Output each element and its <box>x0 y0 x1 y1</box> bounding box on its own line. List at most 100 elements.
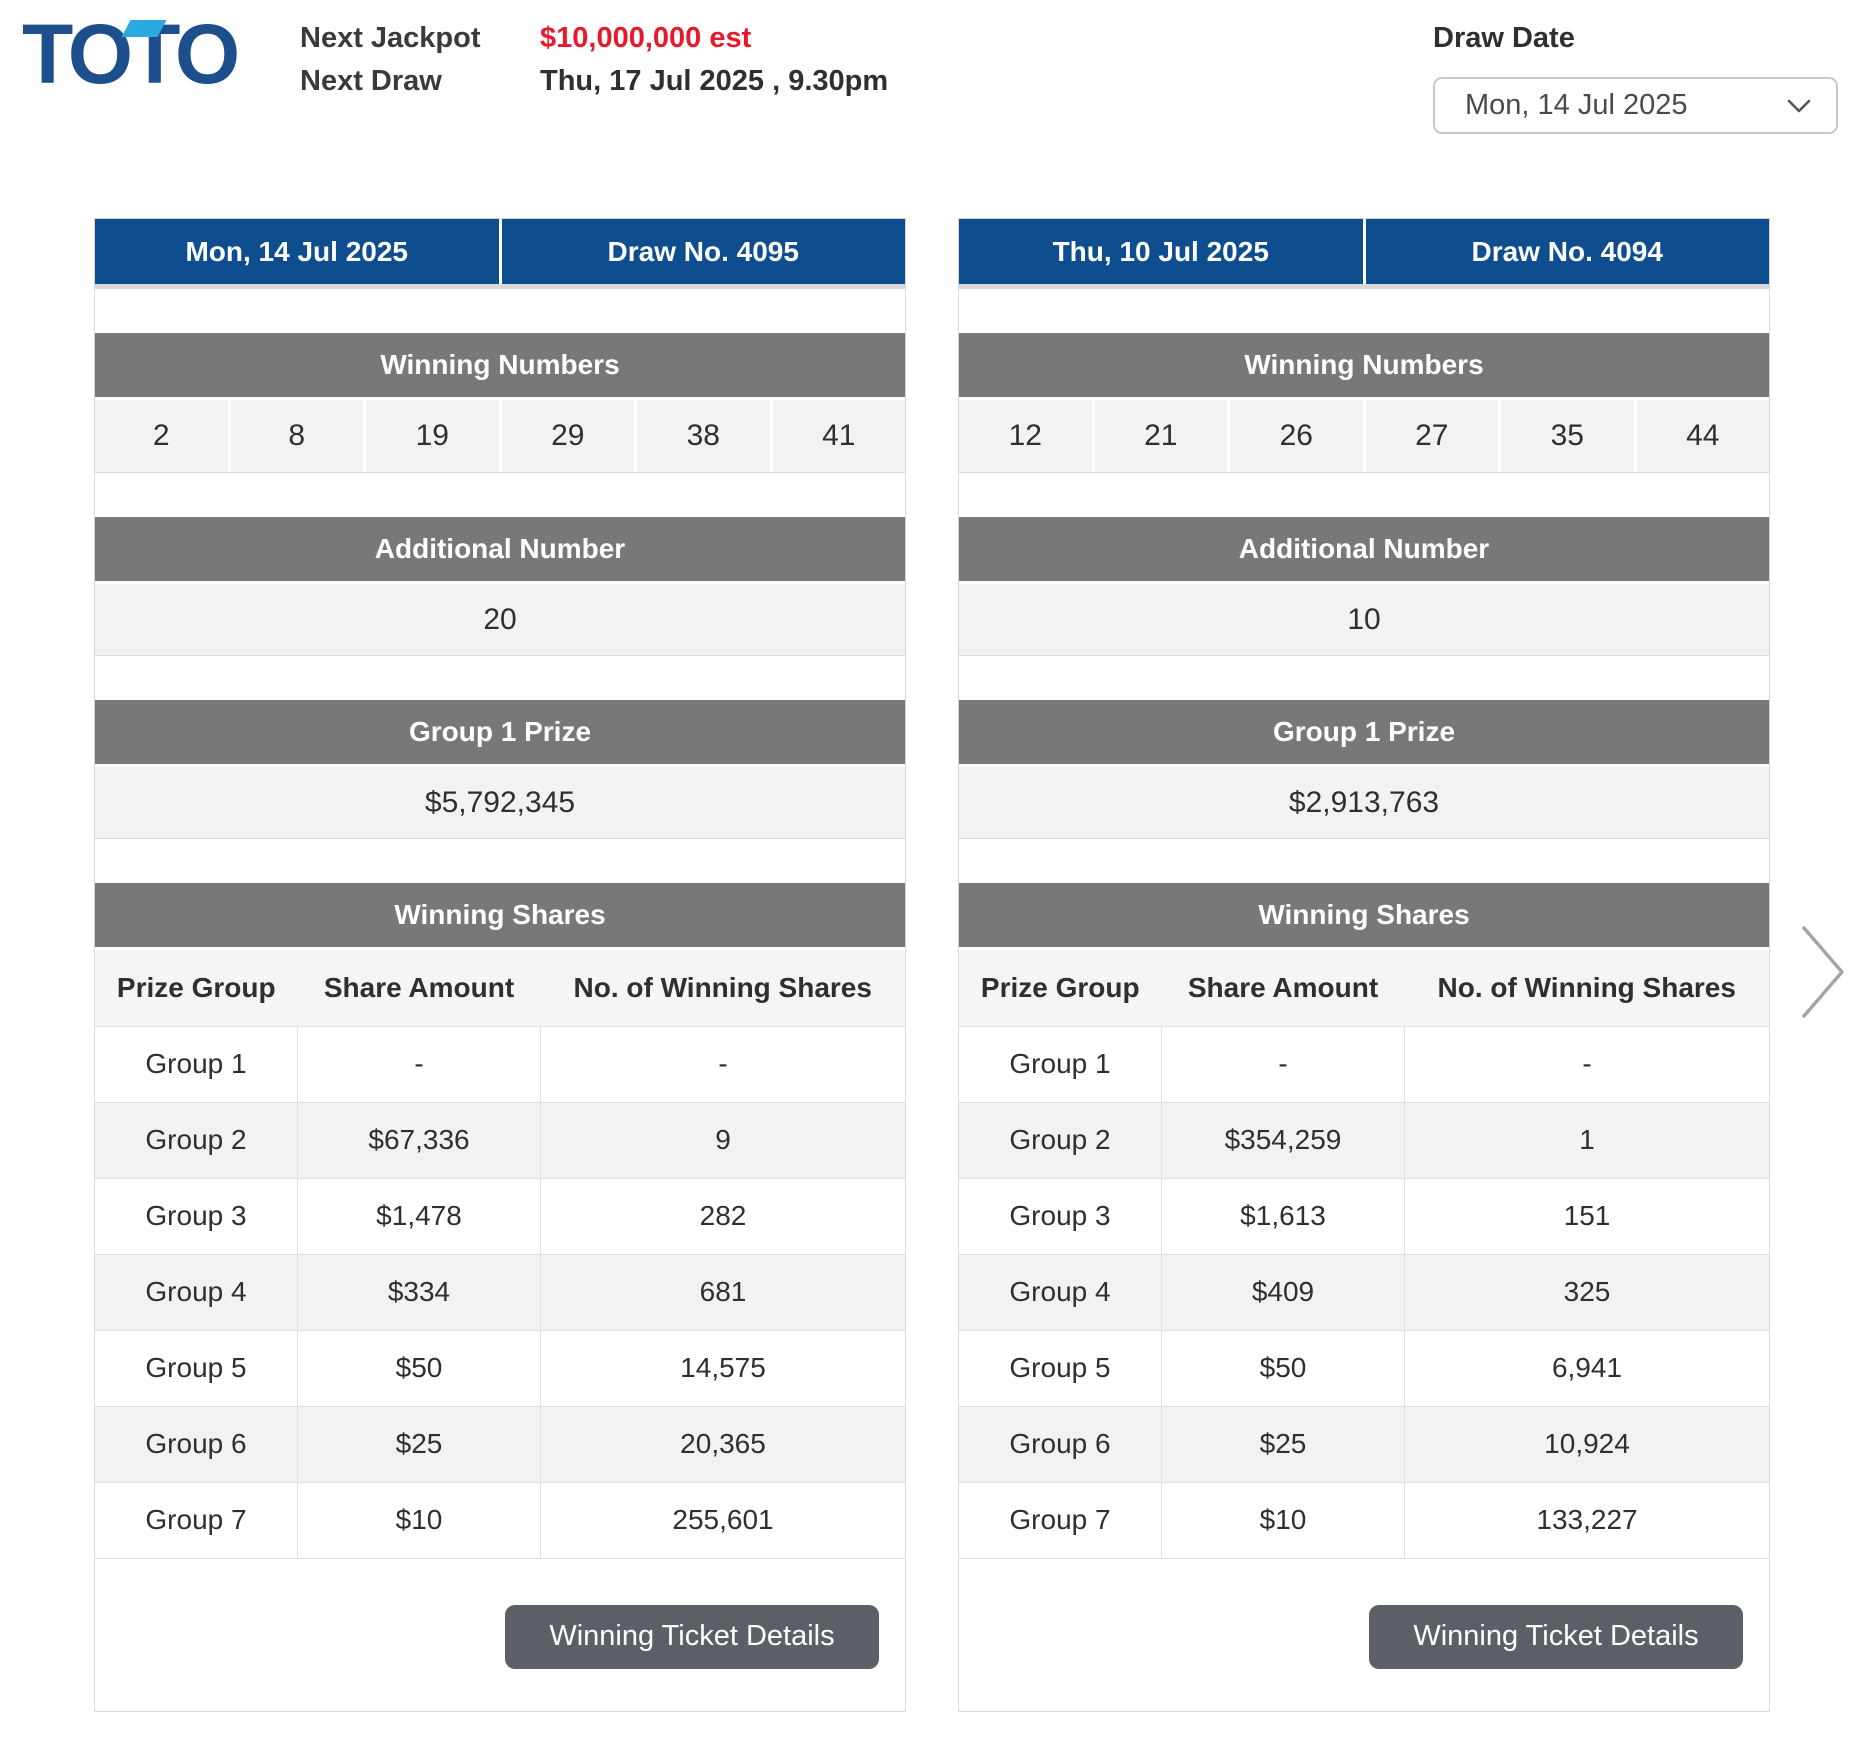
spacer <box>95 656 905 700</box>
card-header: Mon, 14 Jul 2025 Draw No. 4095 <box>95 219 905 289</box>
winning-shares-cell: 325 <box>1404 1253 1769 1331</box>
draw-result-card-4094: Thu, 10 Jul 2025 Draw No. 4094 Winning N… <box>958 218 1770 1712</box>
table-row: Group 1 - - <box>95 1025 905 1103</box>
group1-prize-bar: Group 1 Prize <box>959 700 1769 764</box>
next-draw-info: Next Jackpot $10,000,000 est Next Draw T… <box>300 22 888 99</box>
share-amount-cell: $67,336 <box>297 1101 541 1179</box>
col-header-share-amount: Share Amount <box>1161 950 1405 1027</box>
winning-numbers-bar: Winning Numbers <box>959 333 1769 397</box>
table-row: Group 3 $1,613 151 <box>959 1177 1769 1255</box>
shares-header-row: Prize Group Share Amount No. of Winning … <box>959 950 1769 1027</box>
winning-shares-cell: 133,227 <box>1404 1481 1769 1559</box>
col-header-winning-shares: No. of Winning Shares <box>540 950 905 1027</box>
card-header: Thu, 10 Jul 2025 Draw No. 4094 <box>959 219 1769 289</box>
winning-shares-cell: 10,924 <box>1404 1405 1769 1483</box>
winning-number: 19 <box>366 400 499 472</box>
winning-number: 29 <box>501 400 634 472</box>
shares-header-row: Prize Group Share Amount No. of Winning … <box>95 950 905 1027</box>
winning-number: 26 <box>1230 400 1363 472</box>
share-amount-cell: $334 <box>297 1253 541 1331</box>
card-draw-date: Mon, 14 Jul 2025 <box>95 219 502 284</box>
table-row: Group 5 $50 14,575 <box>95 1329 905 1407</box>
col-header-prize-group: Prize Group <box>959 950 1162 1027</box>
table-row: Group 2 $67,336 9 <box>95 1101 905 1179</box>
prize-group-cell: Group 7 <box>95 1481 298 1559</box>
winning-number: 2 <box>95 400 228 472</box>
winning-number: 12 <box>959 400 1092 472</box>
winning-shares-cell: 282 <box>540 1177 905 1255</box>
spacer <box>959 839 1769 883</box>
winning-shares-bar: Winning Shares <box>959 883 1769 947</box>
prize-group-cell: Group 6 <box>95 1405 298 1483</box>
spacer <box>95 289 905 333</box>
winning-number: 38 <box>637 400 770 472</box>
share-amount-cell: - <box>1161 1025 1405 1103</box>
share-amount-cell: $50 <box>1161 1329 1405 1407</box>
table-row: Group 1 - - <box>959 1025 1769 1103</box>
card-draw-date: Thu, 10 Jul 2025 <box>959 219 1366 284</box>
prize-group-cell: Group 2 <box>95 1101 298 1179</box>
table-row: Group 6 $25 20,365 <box>95 1405 905 1483</box>
next-jackpot-value: $10,000,000 est <box>540 22 752 54</box>
share-amount-cell: $409 <box>1161 1253 1405 1331</box>
winning-shares-cell: 151 <box>1404 1177 1769 1255</box>
winning-shares-cell: 6,941 <box>1404 1329 1769 1407</box>
share-amount-cell: $25 <box>1161 1405 1405 1483</box>
winning-shares-cell: 1 <box>1404 1101 1769 1179</box>
winning-numbers-bar: Winning Numbers <box>95 333 905 397</box>
winning-ticket-details-button[interactable]: Winning Ticket Details <box>505 1604 879 1669</box>
table-row: Group 7 $10 133,227 <box>959 1481 1769 1559</box>
draw-date-select[interactable]: Mon, 14 Jul 2025 <box>1433 77 1838 134</box>
table-row: Group 4 $334 681 <box>95 1253 905 1331</box>
prize-group-cell: Group 1 <box>959 1025 1162 1103</box>
chevron-right-icon <box>1800 924 1848 1023</box>
toto-logo: TOTO <box>22 12 240 96</box>
spacer <box>95 839 905 883</box>
prize-group-cell: Group 7 <box>959 1481 1162 1559</box>
share-amount-cell: $1,613 <box>1161 1177 1405 1255</box>
next-jackpot-label: Next Jackpot <box>300 22 481 54</box>
draw-date-label: Draw Date <box>1433 22 1575 54</box>
winning-shares-bar: Winning Shares <box>95 883 905 947</box>
carousel-next-button[interactable] <box>1798 923 1850 1023</box>
share-amount-cell: $10 <box>297 1481 541 1559</box>
winning-shares-cell: 9 <box>540 1101 905 1179</box>
col-header-winning-shares: No. of Winning Shares <box>1404 950 1769 1027</box>
winning-number: 21 <box>1094 400 1227 472</box>
group1-prize-value: $2,913,763 <box>959 767 1769 839</box>
prize-group-cell: Group 5 <box>959 1329 1162 1407</box>
winning-ticket-details-button[interactable]: Winning Ticket Details <box>1369 1604 1743 1669</box>
card-draw-number: Draw No. 4094 <box>1471 235 1663 267</box>
chevron-down-icon <box>1786 89 1812 122</box>
share-amount-cell: - <box>297 1025 541 1103</box>
col-header-share-amount: Share Amount <box>297 950 541 1027</box>
winning-number: 27 <box>1365 400 1498 472</box>
table-row: Group 7 $10 255,601 <box>95 1481 905 1559</box>
winning-numbers-row: 12 21 26 27 35 44 <box>959 400 1769 473</box>
table-row: Group 4 $409 325 <box>959 1253 1769 1331</box>
draw-date-selected-value: Mon, 14 Jul 2025 <box>1465 89 1688 121</box>
prize-group-cell: Group 1 <box>95 1025 298 1103</box>
winning-number: 41 <box>772 400 905 472</box>
table-row: Group 2 $354,259 1 <box>959 1101 1769 1179</box>
share-amount-cell: $1,478 <box>297 1177 541 1255</box>
prize-group-cell: Group 6 <box>959 1405 1162 1483</box>
spacer <box>959 289 1769 333</box>
winning-number: 35 <box>1501 400 1634 472</box>
winning-shares-cell: 14,575 <box>540 1329 905 1407</box>
prize-group-cell: Group 4 <box>95 1253 298 1331</box>
table-row: Group 5 $50 6,941 <box>959 1329 1769 1407</box>
winning-shares-cell: 681 <box>540 1253 905 1331</box>
additional-number-value: 10 <box>959 584 1769 656</box>
draw-result-card-4095: Mon, 14 Jul 2025 Draw No. 4095 Winning N… <box>94 218 906 1712</box>
group1-prize-bar: Group 1 Prize <box>95 700 905 764</box>
col-header-prize-group: Prize Group <box>95 950 298 1027</box>
results-carousel: Mon, 14 Jul 2025 Draw No. 4095 Winning N… <box>0 218 1864 1712</box>
prize-group-cell: Group 5 <box>95 1329 298 1407</box>
prize-group-cell: Group 4 <box>959 1253 1162 1331</box>
table-row: Group 6 $25 10,924 <box>959 1405 1769 1483</box>
spacer <box>95 473 905 517</box>
button-row: Winning Ticket Details <box>95 1559 905 1711</box>
spacer <box>959 473 1769 517</box>
next-draw-value: Thu, 17 Jul 2025 , 9.30pm <box>540 65 889 98</box>
